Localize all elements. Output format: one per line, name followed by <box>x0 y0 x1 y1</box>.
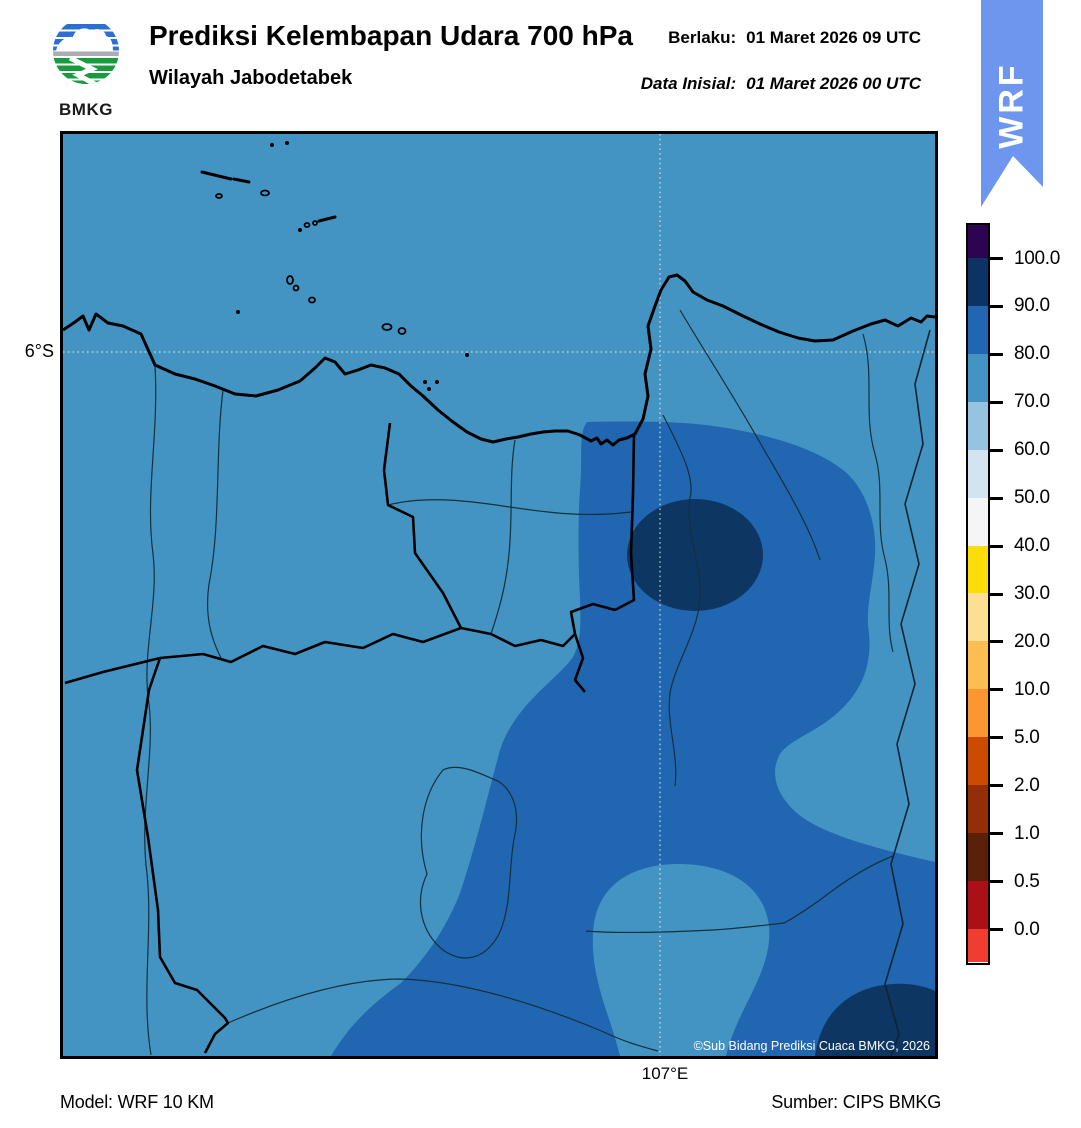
page-title: Prediksi Kelembapan Udara 700 hPa <box>149 20 633 51</box>
colorbar-tick-label: 90.0 <box>1014 295 1050 317</box>
map-frame: ©Sub Bidang Prediksi Cuaca BMKG, 2026 <box>60 131 938 1059</box>
colorbar-tick <box>990 640 1003 644</box>
colorbar-tick <box>990 880 1003 884</box>
lat-tick-label: 6°S <box>24 341 54 361</box>
lon-tick-label: 107°E <box>641 1064 689 1083</box>
colorbar-tick <box>990 688 1003 692</box>
colorbar-segment <box>968 497 988 546</box>
logo-cloud-stripes <box>53 24 119 51</box>
colorbar-tick <box>990 496 1003 500</box>
logo-caption: BMKG <box>59 100 113 119</box>
colorbar-tick-label: 0.0 <box>1014 918 1040 940</box>
bmkg-logo-icon <box>53 18 119 84</box>
valid-time-value: 01 Maret 2026 09 UTC <box>746 28 921 47</box>
colorbar-tick-label: 30.0 <box>1014 583 1050 604</box>
colorbar-tick-label: 10.0 <box>1014 678 1050 700</box>
colorbar-tick-label: 60.0 <box>1014 439 1050 461</box>
colorbar-tick-label: 1.0 <box>1014 822 1040 844</box>
colorbar-tick <box>990 784 1003 788</box>
colorbar-tick <box>990 304 1003 308</box>
colorbar-tick <box>990 592 1003 596</box>
colorbar-tick-label: 5.0 <box>1014 726 1040 748</box>
initial-time-label: Data Inisial: <box>640 74 737 93</box>
colorbar-tick <box>990 544 1003 548</box>
colorbar-tick-label: 100.0 <box>1014 247 1061 269</box>
islands <box>200 141 469 391</box>
colorbar-tick-label: 50.0 <box>1014 487 1050 509</box>
colorbar-segment <box>968 449 988 498</box>
logo-land-stripes <box>53 55 119 84</box>
admin-boundaries <box>144 309 894 1056</box>
ribbon-label: WRF <box>992 62 1031 149</box>
map-copyright: ©Sub Bidang Prediksi Cuaca BMKG, 2026 <box>693 1039 930 1053</box>
colorbar-tick <box>990 448 1003 452</box>
model-ribbon: WRF <box>981 0 1043 208</box>
colorbar-tick-label: 40.0 <box>1014 535 1050 557</box>
colorbar-segment <box>968 353 988 402</box>
page-subtitle: Wilayah Jabodetabek <box>149 67 353 89</box>
colorbar-segment <box>968 545 988 594</box>
colorbar-segment <box>968 833 988 881</box>
valid-time-label: Berlaku: <box>668 28 737 47</box>
footer-source-label: Sumber: CIPS BMKG <box>771 1092 941 1112</box>
colorbar-segment <box>968 737 988 786</box>
region-rh-70-80-balloon <box>592 863 770 1056</box>
colorbar-segment <box>968 258 988 306</box>
colorbar-segment <box>968 305 988 354</box>
coastline <box>63 273 935 447</box>
initial-time-value: 01 Maret 2026 00 UTC <box>746 74 921 93</box>
colorbar-segment <box>968 225 988 258</box>
colorbar-tick-label: 80.0 <box>1014 343 1050 365</box>
colorbar-tick-label: 2.0 <box>1014 774 1040 796</box>
region-rh-90-100-corner <box>815 983 935 1056</box>
bmkg-logo: BMKG <box>52 14 120 119</box>
colorbar-tick <box>990 257 1003 260</box>
colorbar-tick <box>990 352 1003 356</box>
colorbar-tick <box>990 832 1003 836</box>
colorbar-segment <box>968 880 988 929</box>
colorbar-tick <box>990 736 1003 740</box>
colorbar-tick-label: 20.0 <box>1014 630 1050 652</box>
graticule <box>63 134 935 1056</box>
colorbar-segment <box>968 928 988 962</box>
colorbar-segment <box>968 689 988 738</box>
ribbon-banner-icon <box>981 0 1043 207</box>
colorbar-segment <box>968 593 988 642</box>
colorbar-tick-label: 0.5 <box>1014 870 1040 892</box>
colorbar-bar <box>966 223 990 965</box>
valid-time-row: Berlaku: 01 Maret 2026 09 UTC <box>668 28 921 48</box>
initial-time-row: Data Inisial: 01 Maret 2026 00 UTC <box>641 74 921 94</box>
colorbar-tick-label: 70.0 <box>1014 391 1050 413</box>
colorbar-tick <box>990 400 1003 404</box>
colorbar-tick <box>990 928 1003 931</box>
colorbar-segment <box>968 401 988 450</box>
colorbar: 100.0 90.0 80.0 70.0 60.0 50.0 40.0 30.0 20.0 10.… <box>966 223 1076 965</box>
colorbar-segment <box>968 641 988 690</box>
colorbar-segment <box>968 785 988 834</box>
boundary-east <box>884 329 931 1056</box>
region-rh-80-90 <box>331 421 935 1056</box>
map-canvas <box>63 134 935 1056</box>
footer-model-label: Model: WRF 10 KM <box>60 1092 214 1112</box>
province-boundaries <box>64 422 636 1054</box>
